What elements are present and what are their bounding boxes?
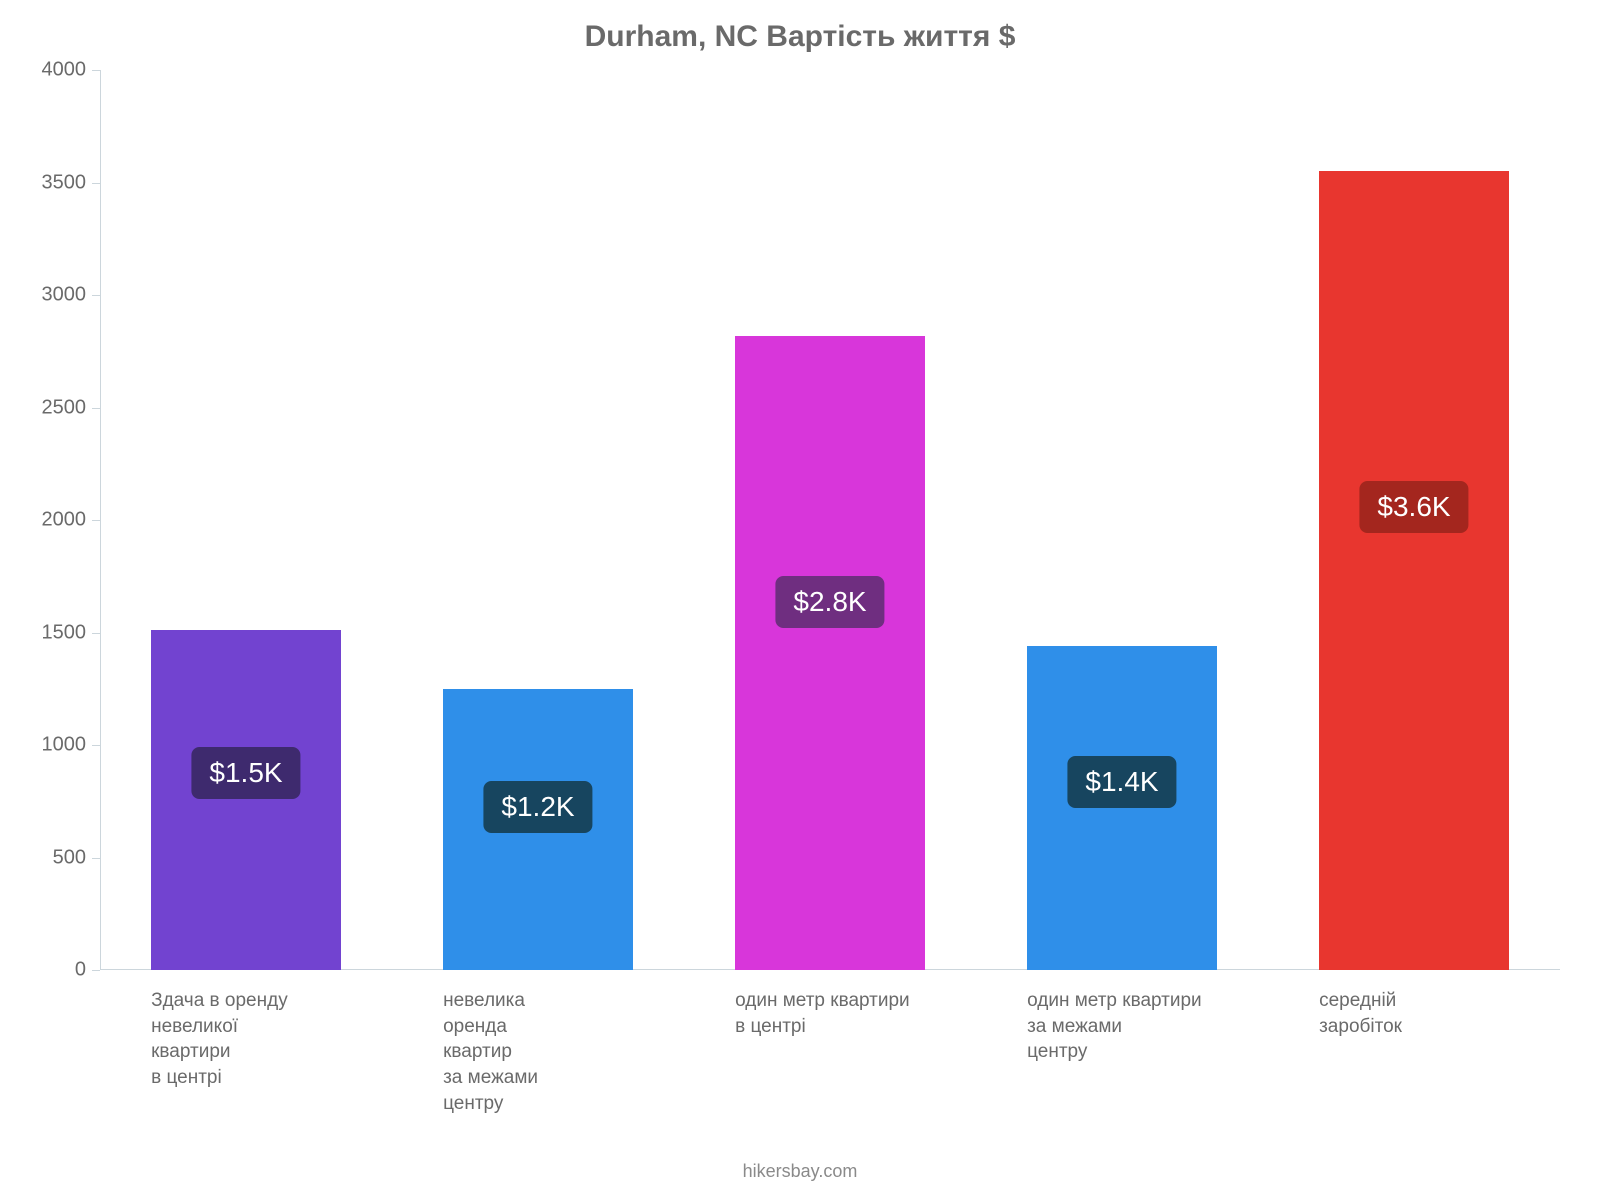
y-tick-mark [92, 183, 100, 184]
y-tick-mark [92, 858, 100, 859]
bar: $1.2K [443, 689, 633, 970]
x-axis-label: невеликаорендаквартирза межамицентру [443, 970, 633, 1116]
bars-group: $1.5K $1.2K $2.8K $1.4K $3.6K [100, 70, 1560, 970]
y-tick-mark [92, 633, 100, 634]
value-badge: $2.8K [775, 576, 884, 628]
cost-of-living-chart: Durham, NC Вартість життя $ 050010001500… [0, 0, 1600, 1200]
bar: $2.8K [735, 336, 925, 971]
credit-text: hikersbay.com [0, 1161, 1600, 1182]
bar: $1.5K [151, 630, 341, 970]
y-tick-mark [92, 70, 100, 71]
y-tick-mark [92, 408, 100, 409]
plot-area: 05001000150020002500300035004000 $1.5K$1… [100, 70, 1560, 970]
chart-title: Durham, NC Вартість життя $ [0, 20, 1600, 54]
x-axis-label: один метр квартирив центрі [735, 970, 925, 1039]
x-axis-label: один метр квартириза межамицентру [1027, 970, 1217, 1065]
y-tick-mark [92, 295, 100, 296]
value-badge: $3.6K [1359, 481, 1468, 533]
bar: $3.6K [1319, 171, 1509, 970]
x-axis-label: Здача в орендуневеликоїквартирив центрі [151, 970, 341, 1091]
y-tick-mark [92, 970, 100, 971]
y-tick-mark [92, 745, 100, 746]
bar: $1.4K [1027, 646, 1217, 970]
value-badge: $1.2K [483, 781, 592, 833]
value-badge: $1.4K [1067, 756, 1176, 808]
value-badge: $1.5K [191, 747, 300, 799]
y-tick-mark [92, 520, 100, 521]
x-axis-label: середнійзаробіток [1319, 970, 1509, 1039]
